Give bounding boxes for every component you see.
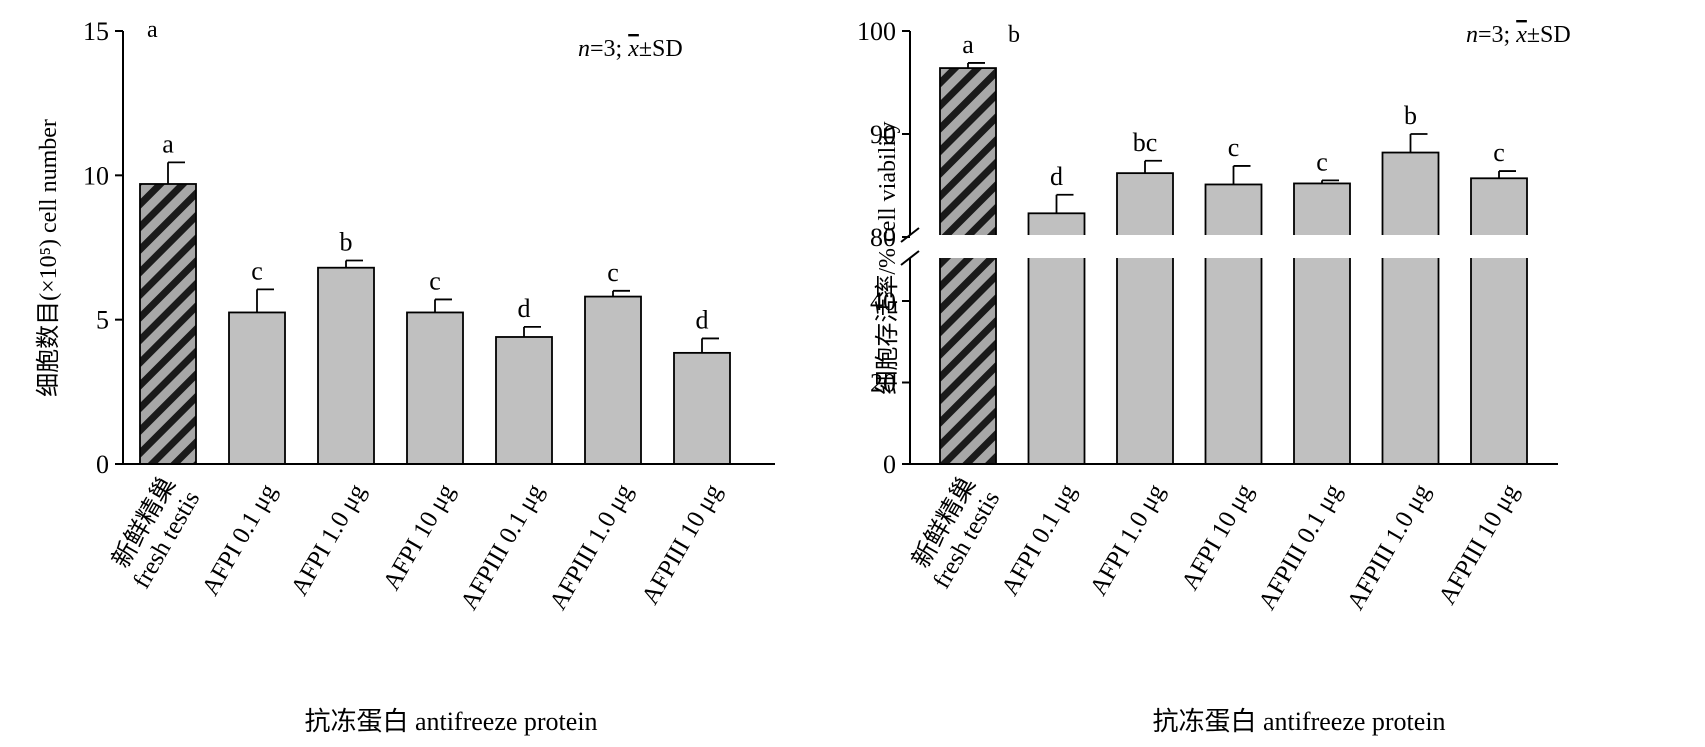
bar-3 (317, 266, 375, 465)
panel-b-xlabel: 抗冻蛋白 antifreeze protein (1152, 707, 1445, 736)
axis-break-gap (912, 235, 1560, 258)
significance-letter-1: a (162, 129, 174, 158)
category-label-5: AFPIII 0.1 μg (456, 479, 550, 615)
significance-letter-7: c (1493, 138, 1505, 167)
panel-a-ylabel: 细胞数目(×10⁵) cell number (35, 119, 62, 397)
category-label-6: AFPIII 1.0 μg (1342, 479, 1436, 615)
y-tick-label-80: 80 (870, 223, 896, 252)
panel-a-annotation: n=3; x±SD (578, 36, 683, 62)
y-tick-label-20: 20 (870, 369, 896, 398)
significance-letter-5: c (1316, 147, 1328, 176)
y-tick-label-10: 10 (83, 161, 109, 190)
y-tick-label-5: 5 (96, 306, 109, 335)
bar-5 (1293, 182, 1351, 465)
panel-a-xlabel: 抗冻蛋白 antifreeze protein (304, 707, 597, 736)
category-label-7: AFPIII 10 μg (1434, 479, 1525, 609)
y-tick-label-100: 100 (857, 17, 896, 46)
category-label-1: 新鲜精巢fresh testis (103, 472, 205, 593)
bar-3 (1116, 172, 1174, 465)
category-label-3: AFPI 1.0 μg (1085, 479, 1171, 600)
y-tick-label-40: 40 (870, 287, 896, 316)
y-tick-label-15: 15 (83, 17, 109, 46)
significance-letter-7: d (696, 305, 709, 334)
significance-letter-6: c (607, 258, 619, 287)
significance-letter-6: b (1404, 101, 1417, 130)
y-tick-label-0: 0 (96, 450, 109, 479)
significance-letter-3: b (340, 227, 353, 256)
significance-letter-4: c (1228, 133, 1240, 162)
panel-b-annotation: n=3; x±SD (1466, 22, 1571, 48)
significance-letter-2: c (251, 256, 263, 285)
panel-a-label: a (147, 17, 158, 43)
bar-7 (673, 351, 731, 465)
category-label-2: AFPI 0.1 μg (197, 479, 283, 600)
bar-6 (584, 295, 642, 465)
panel-b-label: b (1008, 22, 1020, 48)
bar-2 (228, 311, 286, 465)
category-label-4: AFPI 10 μg (378, 479, 460, 595)
bar-1 (139, 183, 197, 465)
bar-6 (1381, 151, 1440, 465)
y-tick-label-90: 90 (870, 120, 896, 149)
y-tick-label-0: 0 (883, 450, 896, 479)
panel-a-cell-number-chart: a 新鲜精巢fresh testis c AFPI 0.1 μg b AFPI 1.0 μ… (83, 17, 775, 615)
significance-letter-4: c (429, 266, 441, 295)
category-label-7: AFPIII 10 μg (637, 479, 728, 609)
category-label-6: AFPIII 1.0 μg (545, 479, 639, 615)
axis-break-mark-upper (900, 227, 920, 243)
bar-4 (1204, 183, 1263, 465)
bar-5 (495, 336, 553, 465)
category-label-1: 新鲜精巢fresh testis (903, 472, 1005, 593)
axis-break-mark-lower (900, 250, 920, 266)
category-label-2: AFPI 0.1 μg (996, 479, 1082, 600)
significance-letter-5: d (518, 294, 531, 323)
category-label-4: AFPI 10 μg (1177, 479, 1259, 595)
bar-4 (406, 311, 464, 465)
bar-1 (939, 67, 997, 465)
panel-b-ylabel: 细胞存活率/% cell viability (874, 121, 901, 394)
significance-letter-1: a (962, 30, 974, 59)
significance-letter-3: bc (1133, 128, 1158, 157)
bar-7 (1470, 177, 1528, 465)
category-label-3: AFPI 1.0 μg (286, 479, 372, 600)
category-label-5: AFPIII 0.1 μg (1254, 479, 1348, 615)
significance-letter-2: d (1050, 162, 1063, 191)
